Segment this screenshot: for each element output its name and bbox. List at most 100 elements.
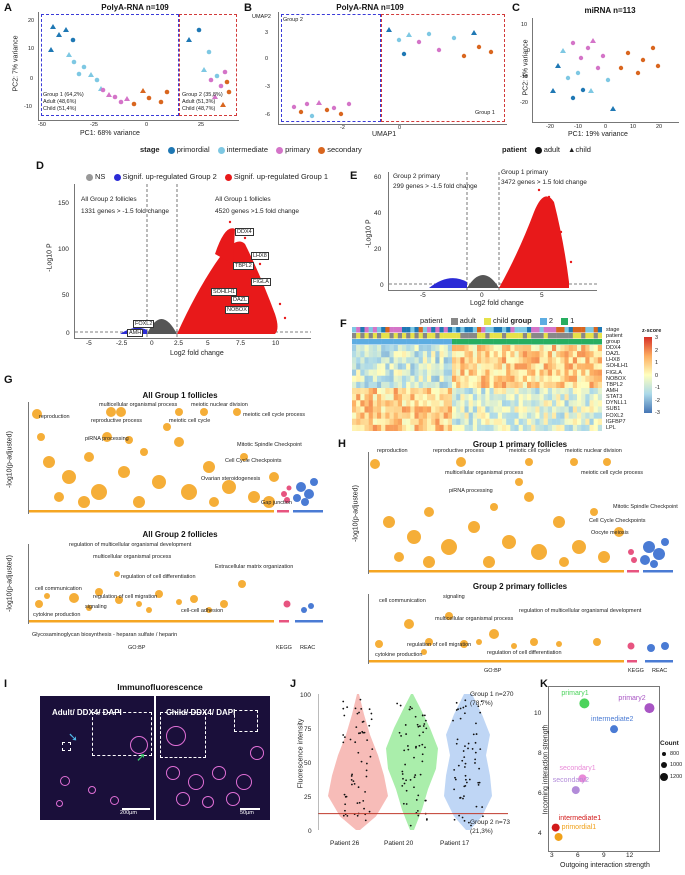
term-label: Cell Cycle Checkpoints	[225, 458, 282, 464]
heatmap-cell	[481, 388, 486, 395]
y-tick: 150	[58, 200, 69, 207]
heatmap-cell	[456, 424, 461, 431]
data-point	[368, 810, 371, 813]
heatmap-cell	[527, 388, 532, 395]
heatmap-cell	[364, 357, 369, 364]
term-label: Oocyte meiosis	[591, 530, 629, 536]
heatmap-cell	[406, 357, 411, 364]
heatmap-cell	[443, 363, 449, 370]
heatmap-cell	[368, 388, 374, 395]
data-point	[454, 778, 457, 781]
legend-swatch	[483, 317, 491, 325]
heatmap-cell	[352, 375, 357, 383]
count-swatch	[662, 752, 666, 756]
heatmap-cell	[581, 424, 586, 431]
heatmap-cell	[468, 369, 474, 376]
gene-row-label: LPL	[606, 424, 616, 431]
heatmap-cell	[356, 418, 361, 426]
panel-letter-b: B	[244, 2, 252, 14]
heatmap-cell	[368, 406, 374, 413]
heatmap-cell	[510, 412, 515, 419]
heatmap-cell	[393, 400, 399, 407]
legend-label: intermediate	[226, 145, 268, 154]
annot-cell	[393, 339, 399, 345]
annot-cell	[406, 339, 411, 345]
data-point	[467, 821, 470, 824]
data-point	[358, 732, 360, 735]
heatmap-cell	[577, 388, 582, 395]
heatmap-cell	[502, 418, 507, 426]
data-point	[468, 778, 471, 781]
follicle	[226, 792, 240, 806]
x-tick: -25	[90, 122, 98, 128]
data-point	[467, 742, 470, 745]
annot-cell	[435, 327, 440, 333]
follicle	[202, 796, 214, 808]
heatmap-cell	[514, 381, 519, 389]
heatmap-cell	[493, 424, 499, 431]
heatmap-cell	[539, 412, 544, 419]
heatmap-cell	[452, 394, 457, 401]
data-point	[481, 806, 484, 808]
heatmap-cell	[439, 406, 444, 413]
heatmap-cell	[568, 351, 574, 358]
legend-label: child	[492, 316, 509, 325]
heatmap-cell	[460, 418, 465, 426]
heatmap-cell	[572, 369, 578, 376]
heatmap-cell	[543, 424, 549, 431]
annot-cell	[452, 333, 457, 339]
data-point	[369, 755, 372, 758]
annot-cell	[514, 327, 519, 333]
heatmap-cell	[485, 424, 490, 431]
heatmap-cell	[518, 345, 524, 352]
data-point	[421, 753, 424, 756]
x-tick: 5	[540, 292, 544, 299]
annot-cell	[443, 339, 449, 345]
node-primordial1	[554, 832, 563, 841]
heatmap-cell	[514, 363, 519, 370]
heatmap-cell	[518, 424, 524, 431]
panel-h-title2: Group 2 primary follicles	[472, 582, 568, 591]
gene-row-label: SUB1	[606, 406, 621, 413]
heatmap-cell	[435, 388, 440, 395]
annot-cell	[352, 327, 357, 333]
x-tick: 0	[150, 340, 154, 347]
heatmap-cell	[527, 375, 532, 383]
term-label: Glycosaminoglycan biosynthesis - heparan…	[32, 632, 178, 638]
annot-cell	[464, 339, 469, 345]
violin-1	[328, 694, 388, 830]
term-label: reproduction	[39, 414, 70, 420]
gene-row-label: FIGLA	[606, 369, 622, 376]
heatmap-cell	[597, 381, 602, 389]
heatmap-cell	[593, 406, 599, 413]
heatmap-cell	[397, 412, 403, 419]
y-tick: 100	[300, 692, 311, 699]
heatmap-cell	[581, 357, 586, 364]
heatmap-cell	[418, 400, 424, 407]
data-point	[479, 748, 482, 751]
x-tick: 0	[480, 292, 484, 299]
heatmap-cell	[356, 357, 361, 364]
legend-swatch	[86, 173, 93, 181]
data-point	[464, 774, 467, 777]
heatmap-cell	[456, 381, 461, 389]
heatmap-cell	[402, 375, 407, 383]
data-point	[402, 802, 405, 805]
annot-cell	[356, 327, 361, 333]
heatmap-cell	[385, 406, 390, 413]
heatmap-cell	[510, 375, 515, 383]
panel-e-ylabel: -Log10 P	[365, 219, 373, 248]
heatmap-cell	[535, 369, 540, 376]
heatmap-cell	[368, 369, 374, 376]
heatmap-cell	[360, 400, 365, 407]
heatmap-cell	[439, 363, 444, 370]
heatmap-cell	[514, 412, 519, 419]
heatmap-cell	[456, 406, 461, 413]
group2-label: Group 2	[283, 17, 303, 23]
stage-legend: stage primordial intermediate primary se…	[140, 145, 362, 154]
heatmap-cell	[381, 400, 386, 407]
term-label: regulation of multicellular organismal d…	[69, 542, 192, 548]
term-label: cell communication	[379, 598, 426, 604]
heatmap-cell	[589, 400, 594, 407]
heatmap-cell	[547, 418, 553, 426]
